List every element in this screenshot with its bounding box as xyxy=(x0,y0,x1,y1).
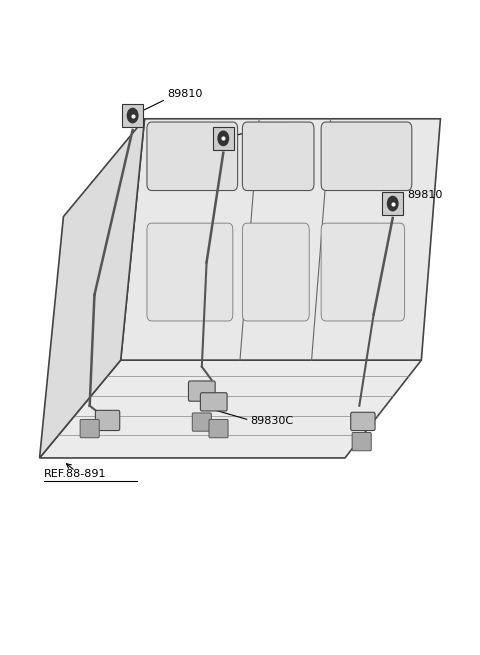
Polygon shape xyxy=(120,119,441,360)
Circle shape xyxy=(127,108,138,122)
Text: 89810: 89810 xyxy=(168,88,203,98)
FancyBboxPatch shape xyxy=(242,223,309,321)
Text: 89810: 89810 xyxy=(408,191,443,200)
Bar xyxy=(382,192,403,215)
FancyBboxPatch shape xyxy=(351,412,375,430)
Circle shape xyxy=(218,131,228,145)
FancyBboxPatch shape xyxy=(200,393,227,411)
FancyBboxPatch shape xyxy=(96,410,120,430)
Text: 89801: 89801 xyxy=(251,122,287,132)
Text: 89830C: 89830C xyxy=(251,416,294,426)
Bar xyxy=(122,104,143,127)
Circle shape xyxy=(387,196,398,211)
Polygon shape xyxy=(39,360,421,458)
Bar xyxy=(213,127,234,150)
FancyBboxPatch shape xyxy=(209,419,228,438)
FancyBboxPatch shape xyxy=(80,419,99,438)
FancyBboxPatch shape xyxy=(189,381,215,402)
FancyBboxPatch shape xyxy=(321,122,412,191)
FancyBboxPatch shape xyxy=(192,413,211,431)
FancyBboxPatch shape xyxy=(321,223,405,321)
FancyBboxPatch shape xyxy=(352,432,371,451)
Polygon shape xyxy=(39,119,144,458)
Text: REF.88-891: REF.88-891 xyxy=(44,469,107,479)
FancyBboxPatch shape xyxy=(242,122,314,191)
FancyBboxPatch shape xyxy=(147,122,238,191)
FancyBboxPatch shape xyxy=(147,223,233,321)
